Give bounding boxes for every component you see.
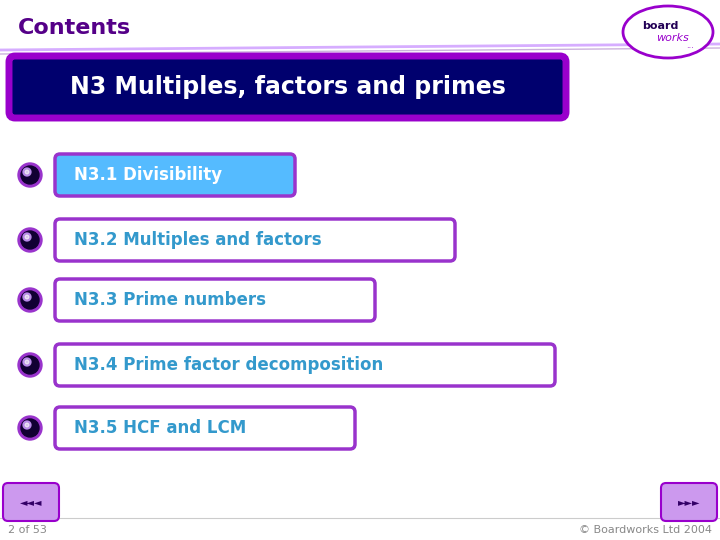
Circle shape: [21, 419, 39, 437]
Text: ◄◄◄: ◄◄◄: [19, 497, 42, 507]
Circle shape: [21, 166, 39, 184]
Circle shape: [18, 163, 42, 187]
Circle shape: [25, 170, 29, 174]
Text: N3.2 Multiples and factors: N3.2 Multiples and factors: [74, 231, 322, 249]
FancyBboxPatch shape: [55, 407, 355, 449]
Circle shape: [21, 291, 39, 309]
Circle shape: [25, 360, 29, 364]
Circle shape: [18, 288, 42, 312]
Circle shape: [21, 231, 39, 249]
FancyBboxPatch shape: [661, 483, 717, 521]
Text: board: board: [642, 21, 678, 31]
Circle shape: [23, 421, 31, 429]
FancyBboxPatch shape: [55, 219, 455, 261]
Circle shape: [21, 356, 39, 374]
Text: N3.4 Prime factor decomposition: N3.4 Prime factor decomposition: [74, 356, 383, 374]
Circle shape: [25, 423, 29, 427]
Circle shape: [18, 416, 42, 440]
Circle shape: [23, 233, 31, 241]
Text: 2 of 53: 2 of 53: [8, 525, 47, 535]
FancyBboxPatch shape: [55, 154, 295, 196]
FancyBboxPatch shape: [3, 483, 59, 521]
Circle shape: [25, 295, 29, 299]
Circle shape: [23, 358, 31, 366]
Text: © Boardworks Ltd 2004: © Boardworks Ltd 2004: [579, 525, 712, 535]
Circle shape: [25, 235, 29, 239]
Text: ...: ...: [686, 42, 694, 51]
Circle shape: [23, 168, 31, 176]
Text: works: works: [656, 33, 688, 43]
Text: N3.5 HCF and LCM: N3.5 HCF and LCM: [74, 419, 246, 437]
Text: Contents: Contents: [18, 18, 131, 38]
FancyBboxPatch shape: [55, 344, 555, 386]
Text: N3.3 Prime numbers: N3.3 Prime numbers: [74, 291, 266, 309]
Text: N3 Multiples, factors and primes: N3 Multiples, factors and primes: [70, 75, 505, 99]
FancyBboxPatch shape: [55, 279, 375, 321]
Circle shape: [18, 353, 42, 377]
Ellipse shape: [623, 6, 713, 58]
Circle shape: [23, 293, 31, 301]
Text: ►►►: ►►►: [678, 497, 701, 507]
FancyBboxPatch shape: [9, 56, 566, 118]
Text: N3.1 Divisibility: N3.1 Divisibility: [74, 166, 222, 184]
Circle shape: [18, 228, 42, 252]
